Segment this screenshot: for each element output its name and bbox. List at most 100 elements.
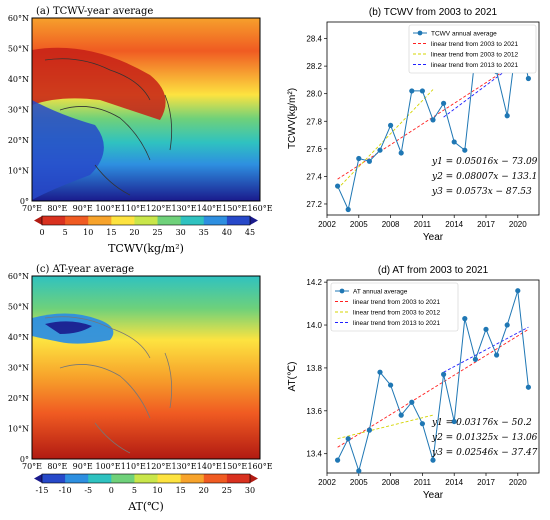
map-c-lon-label: 150°E	[222, 462, 247, 471]
trend-equation: y3 = 0.0573x − 87.53	[431, 187, 532, 197]
map-c-colorbar-tick: 25	[222, 486, 232, 495]
map-c-colorbar-tick: 5	[132, 486, 137, 495]
map-c-colorbar-segment	[157, 474, 182, 483]
map-c-lat-label: 30°N	[8, 364, 29, 373]
panel-a-svg: (a) TCWV-year average 60°N 50°N 40°N 30°N 20…	[8, 6, 273, 255]
y-tick-label: 27.4	[306, 172, 322, 181]
x-tick-label: 2020	[509, 220, 527, 229]
y-tick-label: 28.4	[306, 35, 322, 44]
data-point	[335, 183, 341, 189]
y-tick-label: 13.4	[306, 450, 322, 459]
data-point	[366, 158, 372, 164]
map-a-lon-label: 140°E	[197, 204, 222, 213]
map-c-colorbar-tick: 10	[152, 486, 162, 495]
x-tick-label: 2020	[509, 478, 527, 487]
map-c-colorbar-tick: -5	[84, 486, 92, 495]
map-c-lat-label: 40°N	[8, 333, 29, 342]
y-tick-label: 13.6	[306, 407, 322, 416]
x-tick-label: 2002	[318, 478, 336, 487]
data-point	[430, 117, 436, 123]
map-a-wet-region	[32, 100, 104, 200]
data-point	[398, 150, 404, 156]
map-c-lon-labels: 70°E 80°E 90°E 100°E 110°E 120°E 130°E 140°E 150…	[22, 462, 273, 471]
data-point	[504, 322, 510, 328]
at-line-chart: (d) AT from 2003 to 2021 2002 2005 2008 2011…	[287, 265, 540, 501]
x-tick-label: 2017	[477, 478, 495, 487]
legend-label: TCWV annual average	[431, 31, 497, 38]
y-tick-label: 14.0	[306, 321, 322, 330]
y-tick-label: 14.2	[306, 278, 322, 287]
panel-d-chart: (d) AT from 2003 to 2021 2002 2005 2008 2011…	[275, 258, 550, 516]
map-a-lon-label: 100°E	[95, 204, 120, 213]
trend-equation: y3 = 0.02546x − 37.47	[431, 448, 538, 458]
map-a-colorbar-tick: 10	[83, 228, 93, 237]
trend-line	[443, 53, 529, 118]
y-axis-label: AT(℃)	[287, 362, 298, 392]
map-a-lon-label: 80°E	[47, 204, 67, 213]
map-a-colorbar-extend-low	[34, 216, 42, 225]
y-tick-label: 27.8	[306, 117, 322, 126]
map-a-colorbar-tick: 0	[39, 228, 44, 237]
plot-frame	[326, 279, 540, 474]
trend-equation: y1 = 0.03176x − 50.2	[431, 418, 532, 428]
colorbar-a	[34, 215, 258, 226]
y-tick-label: 28.2	[306, 62, 322, 71]
map-c-colorbar-frame	[41, 473, 251, 484]
data-point	[335, 457, 341, 463]
panel-c-title: (c) AT-year average	[36, 264, 134, 275]
data-point	[472, 356, 478, 362]
y-tick-label: 27.6	[306, 145, 322, 154]
data-point	[388, 122, 394, 128]
chart-title: (d) AT from 2003 to 2021	[378, 265, 489, 276]
map-c-lon-label: 70°E	[22, 462, 42, 471]
map-a-colorbar-segment	[157, 216, 182, 225]
map-a-lat-label: 30°N	[8, 106, 29, 115]
data-point	[345, 436, 351, 442]
x-tick-label: 2011	[414, 220, 432, 229]
map-a-lon-label: 160°E	[247, 204, 272, 213]
map-a-colorbar-segment	[42, 216, 66, 225]
map-c-coastlines	[44, 316, 173, 454]
x-tick-label: 2008	[382, 478, 400, 487]
data-point	[494, 352, 500, 358]
map-c-colorbar-segment	[65, 474, 89, 483]
map-c-lon-label: 100°E	[95, 462, 120, 471]
data-point	[525, 384, 531, 390]
trend-equation: y2 = 0.08007x − 133.1	[431, 172, 537, 182]
legend-label: linear trend from 2013 to 2021	[431, 62, 518, 69]
map-a-lat-label: 50°N	[8, 45, 29, 54]
data-point	[366, 427, 372, 433]
trend-equation: y2 = 0.01325x − 13.06	[431, 433, 538, 443]
data-point	[462, 316, 468, 322]
map-c-colorbar-extend-low	[34, 474, 42, 483]
map-c-lat-label: 0°	[20, 455, 29, 464]
colorbar-c-label: AT(℃)	[127, 500, 164, 513]
plot-frame	[326, 21, 540, 216]
map-a-lon-label: 110°E	[121, 204, 146, 213]
map-c-lat-label: 50°N	[8, 303, 29, 312]
map-a-colorbar-frame	[41, 215, 251, 226]
map-a-colorbar-segment	[226, 216, 251, 225]
map-c-colorbar-tick: 30	[245, 486, 255, 495]
map-a-colorbar-segment	[203, 216, 228, 225]
map-a-lat-label: 0°	[20, 197, 29, 206]
y-axis-label: TCWV(kg/m²)	[287, 88, 298, 149]
x-tick-label: 2005	[350, 220, 368, 229]
map-c-colorbar-segment	[134, 474, 159, 483]
map-c-lon-label: 110°E	[121, 462, 146, 471]
data-point	[441, 100, 447, 106]
data-point	[409, 88, 415, 94]
data-point	[462, 147, 468, 153]
map-c-colorbar-segment	[180, 474, 205, 483]
map-a-colorbar-segment	[180, 216, 205, 225]
chart-title: (b) TCWV from 2003 to 2021	[369, 7, 498, 18]
legend-label: linear trend from 2003 to 2012	[353, 310, 440, 317]
data-point	[398, 412, 404, 418]
data-point	[356, 468, 362, 474]
legend-label: linear trend from 2003 to 2021	[431, 41, 518, 48]
map-c-lon-label: 130°E	[171, 462, 196, 471]
map-a-lon-label: 120°E	[146, 204, 171, 213]
map-a-lat-labels: 60°N 50°N 40°N 30°N 20°N 10°N 0°	[8, 14, 29, 206]
data-point	[356, 155, 362, 162]
tcwv-line-chart: (b) TCWV from 2003 to 2021 2002 2005 2008 20…	[287, 7, 540, 243]
